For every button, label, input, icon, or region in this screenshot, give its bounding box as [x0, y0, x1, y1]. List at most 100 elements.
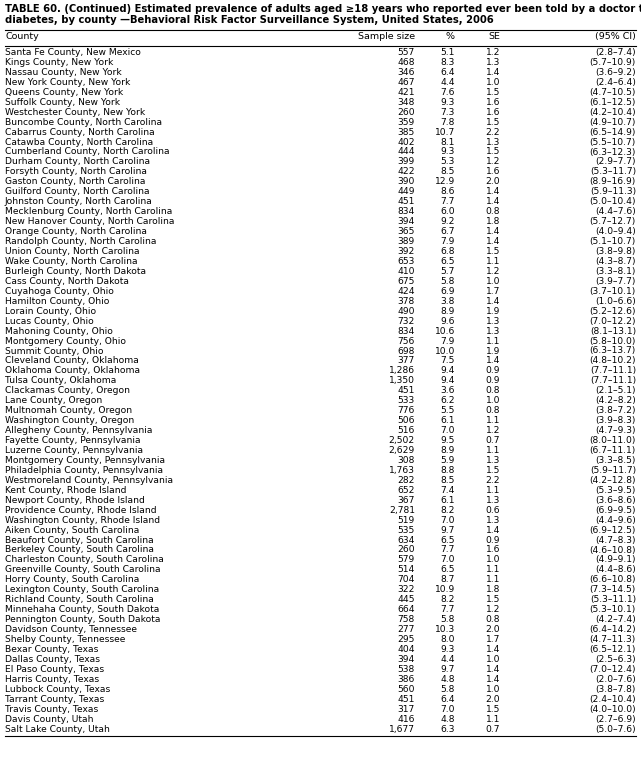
Text: Lorain County, Ohio: Lorain County, Ohio [5, 307, 96, 316]
Text: 1,763: 1,763 [389, 466, 415, 475]
Text: 9.7: 9.7 [440, 665, 455, 674]
Text: (6.5–12.1): (6.5–12.1) [590, 645, 636, 654]
Text: 2.0: 2.0 [485, 694, 500, 704]
Text: 0.6: 0.6 [485, 505, 500, 515]
Text: 392: 392 [397, 247, 415, 256]
Text: 1.6: 1.6 [485, 168, 500, 176]
Text: 1.4: 1.4 [485, 237, 500, 246]
Text: (8.1–13.1): (8.1–13.1) [590, 326, 636, 335]
Text: 1.5: 1.5 [486, 88, 500, 97]
Text: 557: 557 [398, 48, 415, 57]
Text: 4.8: 4.8 [440, 715, 455, 723]
Text: 389: 389 [398, 237, 415, 246]
Text: (4.2–8.2): (4.2–8.2) [595, 396, 636, 405]
Text: (4.7–10.5): (4.7–10.5) [590, 88, 636, 97]
Text: (3.6–8.6): (3.6–8.6) [595, 496, 636, 505]
Text: (3.3–8.5): (3.3–8.5) [595, 456, 636, 465]
Text: Hamilton County, Ohio: Hamilton County, Ohio [5, 297, 110, 306]
Text: (4.8–10.2): (4.8–10.2) [590, 357, 636, 365]
Text: (4.7–11.3): (4.7–11.3) [590, 635, 636, 644]
Text: Lubbock County, Texas: Lubbock County, Texas [5, 685, 110, 694]
Text: 10.6: 10.6 [435, 326, 455, 335]
Text: (6.6–10.8): (6.6–10.8) [590, 575, 636, 584]
Text: diabetes, by county —Behavioral Risk Factor Surveillance System, United States, : diabetes, by county —Behavioral Risk Fac… [5, 15, 494, 25]
Text: 386: 386 [397, 675, 415, 684]
Text: (2.4–10.4): (2.4–10.4) [589, 694, 636, 704]
Text: (7.7–11.1): (7.7–11.1) [590, 367, 636, 376]
Text: 1.1: 1.1 [486, 416, 500, 425]
Text: 12.9: 12.9 [435, 178, 455, 187]
Text: (4.0–10.0): (4.0–10.0) [589, 704, 636, 713]
Text: 348: 348 [397, 98, 415, 107]
Text: (8.0–11.0): (8.0–11.0) [590, 436, 636, 445]
Text: Cass County, North Dakota: Cass County, North Dakota [5, 277, 129, 286]
Text: 449: 449 [397, 187, 415, 197]
Text: 421: 421 [397, 88, 415, 97]
Text: 6.5: 6.5 [440, 565, 455, 575]
Text: Tarrant County, Texas: Tarrant County, Texas [5, 694, 104, 704]
Text: Lane County, Oregon: Lane County, Oregon [5, 396, 103, 405]
Text: 9.6: 9.6 [440, 317, 455, 326]
Text: (8.9–16.9): (8.9–16.9) [590, 178, 636, 187]
Text: 664: 664 [397, 605, 415, 614]
Text: 1.1: 1.1 [486, 257, 500, 266]
Text: (3.7–10.1): (3.7–10.1) [590, 287, 636, 296]
Text: 424: 424 [397, 287, 415, 296]
Text: (5.7–10.9): (5.7–10.9) [590, 58, 636, 67]
Text: 1.4: 1.4 [485, 675, 500, 684]
Text: 776: 776 [397, 406, 415, 415]
Text: 346: 346 [397, 68, 415, 77]
Text: 7.3: 7.3 [440, 108, 455, 117]
Text: (6.3–13.7): (6.3–13.7) [590, 347, 636, 355]
Text: (5.3–11.1): (5.3–11.1) [590, 595, 636, 604]
Text: (5.0–7.6): (5.0–7.6) [595, 725, 636, 734]
Text: 1.0: 1.0 [485, 685, 500, 694]
Text: New Hanover County, North Carolina: New Hanover County, North Carolina [5, 217, 174, 226]
Text: 1.1: 1.1 [486, 486, 500, 495]
Text: 2.0: 2.0 [485, 625, 500, 634]
Text: Washington County, Oregon: Washington County, Oregon [5, 416, 134, 425]
Text: 8.5: 8.5 [440, 476, 455, 485]
Text: Berkeley County, South Carolina: Berkeley County, South Carolina [5, 546, 154, 555]
Text: (7.0–12.2): (7.0–12.2) [590, 317, 636, 326]
Text: 0.9: 0.9 [485, 367, 500, 376]
Text: 1.3: 1.3 [486, 317, 500, 326]
Text: 1.9: 1.9 [486, 307, 500, 316]
Text: 1.4: 1.4 [485, 645, 500, 654]
Text: Davidson County, Tennessee: Davidson County, Tennessee [5, 625, 137, 634]
Text: 1.7: 1.7 [486, 635, 500, 644]
Text: (5.8–10.0): (5.8–10.0) [590, 336, 636, 345]
Text: Shelby County, Tennessee: Shelby County, Tennessee [5, 635, 126, 644]
Text: 579: 579 [398, 556, 415, 565]
Text: (6.1–12.5): (6.1–12.5) [590, 98, 636, 107]
Text: 1.5: 1.5 [486, 118, 500, 127]
Text: Fayette County, Pennsylvania: Fayette County, Pennsylvania [5, 436, 140, 445]
Text: 8.2: 8.2 [440, 505, 455, 515]
Text: Washington County, Rhode Island: Washington County, Rhode Island [5, 515, 160, 524]
Text: 3.8: 3.8 [440, 297, 455, 306]
Text: 8.3: 8.3 [440, 58, 455, 67]
Text: Bexar County, Texas: Bexar County, Texas [5, 645, 98, 654]
Text: 9.2: 9.2 [440, 217, 455, 226]
Text: Richland County, South Carolina: Richland County, South Carolina [5, 595, 154, 604]
Text: 535: 535 [398, 525, 415, 534]
Text: 7.0: 7.0 [440, 704, 455, 713]
Text: 8.9: 8.9 [440, 307, 455, 316]
Text: 4.4: 4.4 [440, 78, 455, 87]
Text: 2.0: 2.0 [485, 178, 500, 187]
Text: (3.8–9.8): (3.8–9.8) [595, 247, 636, 256]
Text: 758: 758 [398, 615, 415, 624]
Text: 359: 359 [398, 118, 415, 127]
Text: 410: 410 [397, 267, 415, 276]
Text: 1.2: 1.2 [485, 48, 500, 57]
Text: 9.3: 9.3 [440, 645, 455, 654]
Text: 1.3: 1.3 [486, 456, 500, 465]
Text: 6.0: 6.0 [440, 207, 455, 216]
Text: Catawba County, North Carolina: Catawba County, North Carolina [5, 137, 153, 146]
Text: Philadelphia County, Pennsylvania: Philadelphia County, Pennsylvania [5, 466, 163, 475]
Text: (4.9–9.1): (4.9–9.1) [595, 556, 636, 565]
Text: 756: 756 [397, 336, 415, 345]
Text: 519: 519 [398, 515, 415, 524]
Text: 704: 704 [397, 575, 415, 584]
Text: 404: 404 [397, 645, 415, 654]
